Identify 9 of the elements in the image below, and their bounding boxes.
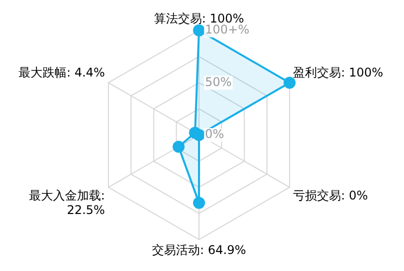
spoke-label: 交易活动: 64.9% [152,242,246,257]
spoke-label: 盈利交易: 100% [293,66,384,80]
spoke-label: 最大入金加载: 22.5% [28,188,105,218]
y-tick-label: 50% [205,74,232,89]
y-tick-label: 100+% [205,22,250,37]
spoke-label: 亏损交易: 0% [293,188,368,203]
spoke-label: 最大跌幅: 4.4% [18,66,105,80]
spoke-label: 算法交易: 100% [154,11,244,26]
y-tick-label: 0% [205,127,224,142]
